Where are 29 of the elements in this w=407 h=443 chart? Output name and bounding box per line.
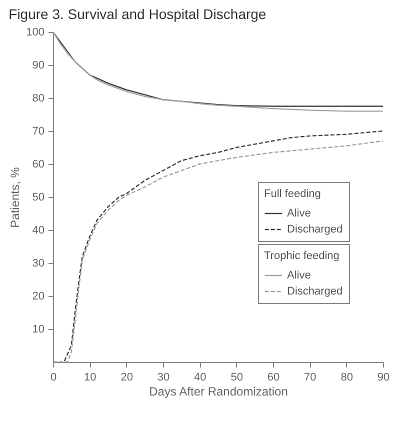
- x-tick-label: 90: [377, 372, 390, 384]
- annotation: Trophic feeding: [264, 250, 340, 262]
- annotation: Full feeding: [264, 188, 321, 200]
- x-axis-title: Days After Randomization: [149, 384, 288, 398]
- x-tick-label: 40: [194, 372, 206, 384]
- x-tick-label: 10: [84, 372, 96, 384]
- x-tick-label: 70: [304, 372, 316, 384]
- y-tick-label: 10: [32, 324, 44, 336]
- x-tick-label: 20: [120, 372, 133, 384]
- y-tick-label: 70: [32, 126, 44, 138]
- y-tick-label: 100: [26, 26, 44, 38]
- y-tick-label: 60: [32, 158, 44, 170]
- y-tick-label: 30: [32, 258, 44, 270]
- legend-label: Discharged: [287, 224, 343, 236]
- legend-label: Alive: [287, 270, 311, 282]
- chart-title: Figure 3. Survival and Hospital Discharge: [8, 6, 266, 22]
- y-tick-label: 40: [32, 224, 44, 236]
- y-tick-label: 50: [32, 192, 44, 204]
- x-tick-label: 0: [50, 372, 57, 384]
- y-tick-label: 80: [32, 92, 44, 104]
- y-tick-label: 90: [32, 60, 44, 72]
- x-tick-label: 80: [340, 372, 353, 384]
- x-tick-label: 30: [157, 372, 170, 384]
- y-tick-label: 20: [32, 290, 44, 302]
- y-axis-title: Patients, %: [8, 166, 22, 228]
- x-tick-label: 60: [267, 372, 280, 384]
- x-tick-label: 50: [230, 372, 243, 384]
- legend-label: Discharged: [287, 286, 343, 298]
- legend-label: Alive: [287, 208, 311, 220]
